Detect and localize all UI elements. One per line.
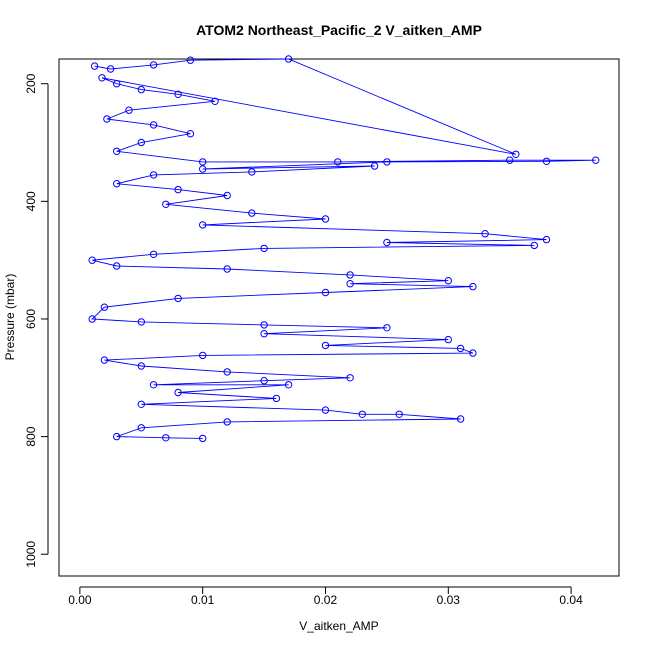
data-point [113, 147, 121, 156]
data-point [383, 158, 391, 166]
data-point [260, 244, 268, 253]
plot-frame [58, 58, 620, 577]
data-point [137, 138, 146, 147]
y-tick-label: 600 [24, 309, 38, 329]
y-tick-label: 400 [24, 191, 38, 211]
data-point [103, 115, 111, 123]
data-point [100, 303, 109, 311]
data-point [272, 394, 281, 403]
data-point [321, 341, 330, 350]
data-point [223, 265, 231, 273]
data-point [456, 344, 465, 353]
data-point [186, 56, 195, 64]
data-point [149, 61, 158, 69]
data-point [162, 200, 170, 209]
data-point [174, 388, 182, 397]
data-point [592, 156, 600, 164]
data-point [469, 282, 477, 291]
data-point [223, 418, 231, 426]
data-point [383, 324, 391, 332]
data-point [125, 106, 133, 114]
data-point [186, 130, 195, 138]
data-point [248, 168, 256, 176]
data-point [113, 432, 121, 441]
data-point [346, 271, 354, 279]
data-point [481, 230, 489, 238]
data-point [260, 321, 268, 329]
data-point [113, 80, 121, 88]
data-point [444, 335, 452, 344]
data-point [223, 368, 231, 376]
x-axis-label: V_aitken_AMP [299, 619, 378, 633]
data-point [370, 162, 379, 170]
x-tick-label: 0.00 [68, 593, 92, 607]
data-point [199, 351, 207, 360]
data-point [100, 356, 109, 364]
data-point [199, 158, 207, 166]
data-point [321, 406, 330, 414]
data-point [542, 235, 551, 244]
data-point [113, 262, 121, 270]
data-point [199, 165, 207, 173]
data-point [334, 158, 342, 166]
data-point [223, 191, 231, 200]
data-point [149, 250, 158, 259]
data-point [98, 74, 106, 82]
data-point [113, 180, 121, 188]
data-point [149, 121, 158, 129]
data-point [530, 241, 538, 250]
x-tick-label: 0.01 [191, 593, 215, 607]
data-point [284, 381, 293, 389]
data-point [88, 256, 96, 264]
plot-area [88, 55, 600, 443]
x-tick-label: 0.04 [559, 593, 583, 607]
y-axis: 200 400 600 800 1000 [24, 73, 49, 568]
data-point [284, 55, 293, 63]
data-point [469, 349, 477, 357]
data-point [88, 315, 96, 323]
x-axis: 0.00 0.01 0.02 0.03 0.04 [68, 586, 583, 607]
data-point [137, 318, 146, 326]
x-tick-label: 0.03 [437, 593, 461, 607]
data-point [149, 381, 158, 389]
data-point [456, 415, 465, 423]
data-point [321, 215, 330, 223]
series-line [91, 58, 596, 439]
data-point [199, 434, 207, 443]
data-point [106, 65, 115, 73]
data-point [346, 374, 354, 382]
y-tick-label: 200 [24, 73, 38, 93]
data-point [260, 377, 268, 385]
data-point [260, 330, 268, 338]
data-point [346, 280, 354, 288]
data-point [248, 209, 256, 217]
data-point [395, 410, 403, 418]
data-point [512, 150, 520, 159]
y-tick-label: 800 [24, 426, 38, 446]
data-point [383, 238, 391, 247]
chart-title: ATOM2 Northeast_Pacific_2 V_aitken_AMP [196, 22, 482, 38]
data-point [149, 171, 158, 179]
data-point [321, 288, 330, 297]
data-point [137, 424, 146, 432]
data-point [137, 362, 146, 370]
data-point [137, 400, 146, 408]
data-point [174, 185, 182, 194]
data-point [162, 434, 170, 442]
data-point [137, 85, 146, 94]
y-tick-label: 1000 [24, 541, 38, 568]
data-point [542, 157, 551, 166]
data-point [174, 90, 182, 99]
data-point [211, 97, 219, 106]
data-point [444, 277, 452, 285]
data-point [506, 156, 514, 164]
data-point [358, 410, 366, 418]
x-tick-label: 0.02 [314, 593, 338, 607]
data-point [199, 221, 207, 229]
data-point [90, 62, 99, 70]
y-axis-label: Pressure (mbar) [3, 274, 17, 361]
data-point [174, 294, 182, 303]
